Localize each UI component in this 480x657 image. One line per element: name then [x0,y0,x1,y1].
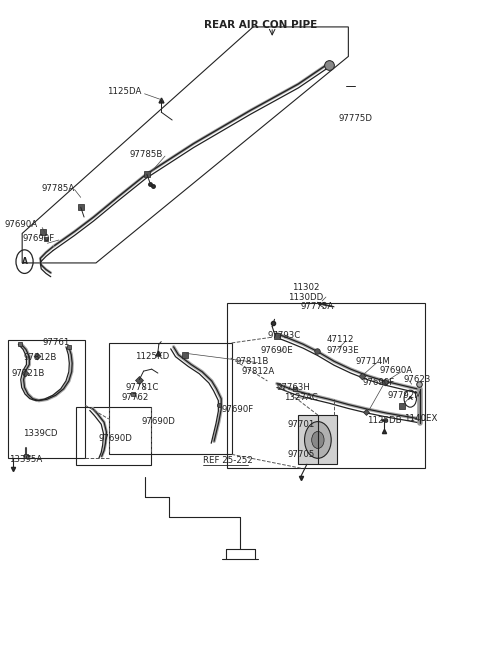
Text: 1125DA: 1125DA [108,87,142,96]
Text: 97690A: 97690A [379,366,412,375]
Text: 97690F: 97690F [23,233,55,242]
Text: 13395A: 13395A [9,455,42,464]
Text: 97623: 97623 [403,375,431,384]
Text: 1140EX: 1140EX [404,415,437,424]
Text: 97785B: 97785B [129,150,163,158]
Text: 1327AC: 1327AC [284,393,318,402]
Text: 97761: 97761 [42,338,70,348]
Text: 97775D: 97775D [338,114,372,124]
Text: 47112: 47112 [327,335,354,344]
Text: 1125KD: 1125KD [135,351,170,361]
Text: A: A [408,396,413,401]
Circle shape [304,422,331,459]
Text: 97811B: 97811B [236,357,269,366]
Text: 97701: 97701 [288,420,315,429]
Text: 97792M: 97792M [388,391,422,400]
Text: 97705: 97705 [288,450,315,459]
Text: 11302: 11302 [292,283,319,292]
Bar [8,340,85,458]
Text: 97690F: 97690F [363,378,395,387]
Text: 97763H: 97763H [277,383,311,392]
Text: 97793E: 97793E [327,346,360,355]
Text: 97812B: 97812B [23,353,57,362]
Text: 97781C: 97781C [126,383,159,392]
Bar [109,343,232,455]
Text: 97690E: 97690E [260,346,293,355]
Text: REAR AIR CON PIPE: REAR AIR CON PIPE [204,20,317,30]
Text: 1339CD: 1339CD [23,429,58,438]
Bar [227,303,424,468]
Text: 97714M: 97714M [356,357,390,366]
Text: 97762: 97762 [121,394,149,403]
Text: 97690A: 97690A [5,220,38,229]
Text: 1130DD: 1130DD [288,292,323,302]
Text: A: A [22,257,27,266]
Text: 97690F: 97690F [221,405,253,415]
Text: 97812A: 97812A [241,367,275,376]
Text: REF 25-252: REF 25-252 [203,457,253,465]
Text: 1125DB: 1125DB [367,416,402,425]
Bar [75,407,151,465]
Text: 97690D: 97690D [98,434,132,443]
Bar [299,415,337,464]
Text: 97690D: 97690D [141,417,175,426]
Text: 97785A: 97785A [41,184,74,193]
Text: 97793C: 97793C [267,330,300,340]
Text: 97775A: 97775A [301,302,334,311]
Circle shape [312,432,324,449]
Text: 97721B: 97721B [12,369,45,378]
